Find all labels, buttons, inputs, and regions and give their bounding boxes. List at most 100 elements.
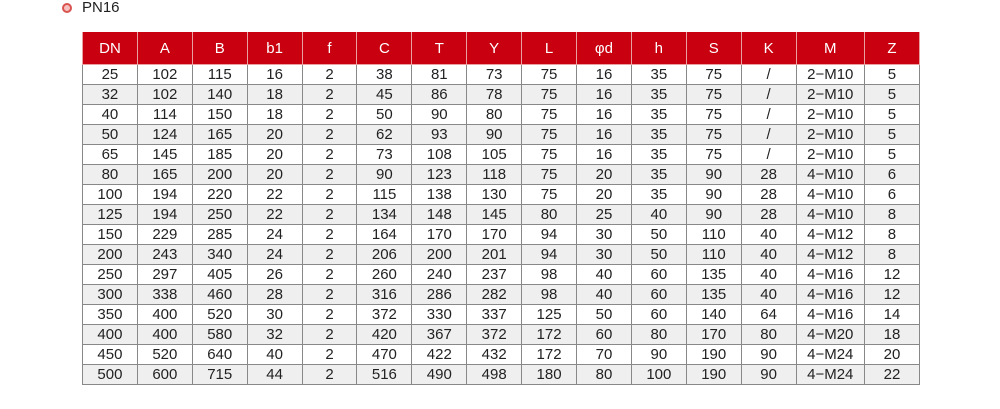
table-cell: 600: [136, 364, 193, 385]
table-cell: /: [740, 124, 797, 145]
table-cell: 98: [521, 284, 578, 305]
table-cell: 2: [301, 164, 358, 185]
table-cell: 4−M12: [795, 244, 865, 265]
table-cell: 50: [630, 244, 687, 265]
table-cell: 2: [301, 124, 358, 145]
table-cell: 60: [630, 264, 687, 285]
table-cell: 2−M10: [795, 124, 865, 145]
table-cell: 75: [521, 104, 578, 125]
table-cell: 90: [685, 204, 742, 225]
table-cell: 450: [82, 344, 138, 365]
table-cell: 400: [82, 324, 138, 345]
bullet-icon: [62, 2, 72, 13]
table-cell: 460: [191, 284, 248, 305]
table-cell: 80: [466, 104, 523, 125]
table-cell: 300: [82, 284, 138, 305]
table-cell: 40: [740, 284, 797, 305]
table-cell: 35: [630, 184, 687, 205]
table-cell: 80: [82, 164, 138, 185]
table-cell: 50: [356, 104, 413, 125]
table-cell: 145: [136, 144, 193, 165]
table-cell: 172: [521, 324, 578, 345]
table-cell: 285: [191, 224, 248, 245]
table-cell: 75: [685, 124, 742, 145]
table-row: 400 400 580 32 2 420 367 372 172 60 80 170 80 4−M20 18: [82, 324, 921, 345]
table-cell: 4−M16: [795, 304, 865, 325]
table-cell: 372: [356, 304, 413, 325]
table-cell: 44: [246, 364, 303, 385]
table-cell: 80: [521, 204, 578, 225]
table-cell: 190: [685, 344, 742, 365]
table-cell: 200: [191, 164, 248, 185]
table-cell: 102: [136, 84, 193, 105]
table-cell: 170: [411, 224, 468, 245]
table-cell: 64: [740, 304, 797, 325]
table-cell: 12: [863, 264, 921, 285]
table-cell: /: [740, 84, 797, 105]
table-row: 200 243 340 24 2 206 200 201 94 30 50 110 40 4−M12 8: [82, 244, 921, 265]
table-cell: 4−M10: [795, 164, 865, 185]
table-cell: 2: [301, 324, 358, 345]
table-cell: 400: [136, 304, 193, 325]
table-cell: 35: [630, 64, 687, 85]
table-cell: 22: [246, 204, 303, 225]
column-header: C: [356, 32, 413, 65]
table-cell: 93: [411, 124, 468, 145]
table-cell: 75: [521, 64, 578, 85]
table-cell: 286: [411, 284, 468, 305]
table-cell: 90: [356, 164, 413, 185]
table-cell: 40: [576, 284, 632, 305]
table-cell: 75: [521, 124, 578, 145]
table-cell: 16: [576, 124, 632, 145]
table-cell: 20: [863, 344, 921, 365]
table-cell: 200: [411, 244, 468, 265]
table-cell: 5: [863, 144, 921, 165]
table-cell: 316: [356, 284, 413, 305]
table-cell: 5: [863, 84, 921, 105]
table-cell: 337: [466, 304, 523, 325]
table-cell: 297: [136, 264, 193, 285]
table-cell: 35: [630, 164, 687, 185]
table-cell: 90: [630, 344, 687, 365]
table-cell: 75: [521, 84, 578, 105]
table-cell: 6: [863, 164, 921, 185]
table-cell: 60: [630, 284, 687, 305]
table-cell: 30: [576, 244, 632, 265]
table-cell: 28: [740, 164, 797, 185]
table-cell: 35: [630, 84, 687, 105]
table-cell: 14: [863, 304, 921, 325]
table-cell: 2: [301, 344, 358, 365]
table-cell: 80: [740, 324, 797, 345]
table-cell: 400: [136, 324, 193, 345]
table-cell: 20: [246, 144, 303, 165]
table-cell: 367: [411, 324, 468, 345]
table-cell: 105: [466, 144, 523, 165]
table-cell: 90: [466, 124, 523, 145]
table-cell: 237: [466, 264, 523, 285]
table-cell: 164: [356, 224, 413, 245]
table-cell: 165: [191, 124, 248, 145]
table-cell: 75: [685, 104, 742, 125]
table-cell: 90: [685, 164, 742, 185]
column-header: S: [685, 32, 742, 65]
table-cell: 6: [863, 184, 921, 205]
table-cell: 80: [630, 324, 687, 345]
table-cell: 40: [740, 224, 797, 245]
table-cell: 150: [191, 104, 248, 125]
table-cell: 18: [246, 84, 303, 105]
column-header: Y: [466, 32, 523, 65]
table-cell: 73: [466, 64, 523, 85]
table-cell: 94: [521, 224, 578, 245]
table-cell: 201: [466, 244, 523, 265]
table-cell: 35: [630, 124, 687, 145]
table-cell: 16: [576, 144, 632, 165]
table-cell: 50: [630, 224, 687, 245]
table-row: 125 194 250 22 2 134 148 145 80 25 40 90 28 4−M10 8: [82, 204, 921, 225]
title-text: PN16: [82, 0, 120, 16]
column-header: Z: [863, 32, 921, 65]
table-row: 250 297 405 26 2 260 240 237 98 40 60 135 40 4−M16 12: [82, 264, 921, 285]
table-cell: 20: [246, 164, 303, 185]
table-row: 300 338 460 28 2 316 286 282 98 40 60 135 40 4−M16 12: [82, 284, 921, 305]
table-cell: 28: [740, 184, 797, 205]
table-cell: 2: [301, 264, 358, 285]
